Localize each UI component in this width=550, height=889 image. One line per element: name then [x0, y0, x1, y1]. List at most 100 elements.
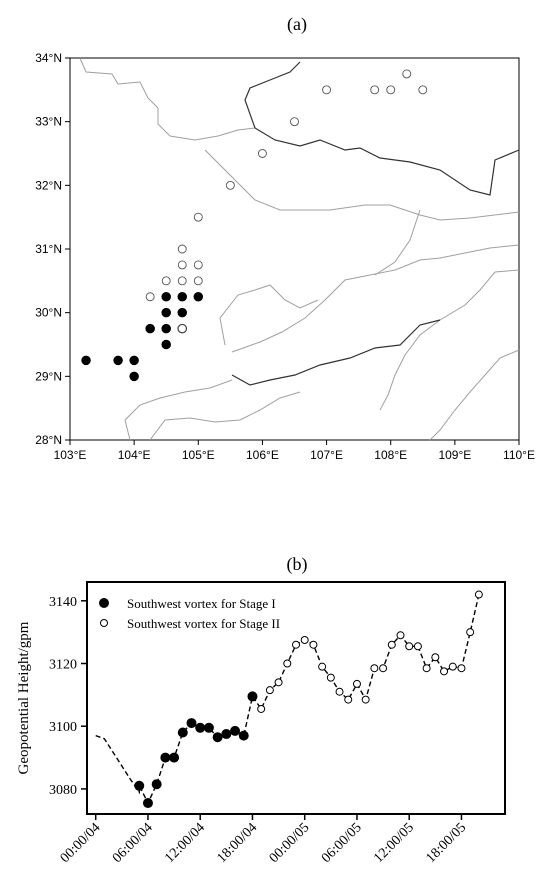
data-point-stage1 [186, 718, 197, 729]
map-x-tick-label: 107°E [310, 448, 343, 462]
map-frame [69, 57, 520, 441]
map-x-tick-label: 108°E [374, 448, 407, 462]
map-boundaries [79, 57, 520, 441]
data-point-stage2 [448, 662, 457, 671]
data-point-stage1 [177, 727, 188, 738]
data-point-stage2 [300, 636, 309, 644]
legend-stage1: Southwest vortex for Stage I [127, 596, 276, 611]
data-point-stage2 [457, 664, 466, 673]
data-point-stage1 [230, 725, 241, 736]
y-axis-label: Geopotential Height/gpm [16, 621, 32, 774]
map-point-open [386, 85, 396, 95]
legend-marker-filled [99, 598, 109, 608]
line-x-tick-label: 06:00/04 [110, 820, 156, 866]
map-point-filled [129, 371, 139, 382]
map-point-open [193, 276, 203, 286]
line-y-tick-label: 3120 [49, 658, 77, 673]
boundary-line [231, 319, 441, 386]
data-point-stage1 [247, 691, 258, 702]
line-x-tick-label: 18:00/05 [423, 820, 469, 866]
map-point-filled [177, 307, 187, 318]
line-x-axis: 00:00/04 06:00/04 12:00/04 18:00/04 00:00/05… [58, 814, 469, 866]
map-point-filled [193, 292, 204, 302]
map-point-open [193, 260, 203, 270]
line-x-tick-label: 18:00/04 [214, 820, 260, 866]
map-y-axis: 28°N 29°N 30°N 31°N 32°N 33°N 34°N [35, 51, 70, 447]
line-frame [86, 581, 506, 815]
map-x-tick-label: 104°E [118, 448, 151, 462]
map-point-filled [145, 323, 155, 334]
data-point-stage2 [265, 686, 274, 695]
data-point-stage2 [326, 673, 335, 682]
data-point-stage2 [440, 667, 449, 676]
data-point-stage1 [221, 729, 232, 740]
legend-marker-open [100, 619, 108, 627]
data-point-stage2 [379, 664, 388, 673]
map-x-axis: 103°E 104°E 105°E 106°E 107°E 108°E 109°E 110°E [54, 440, 535, 462]
line-x-tick-label: 12:00/04 [162, 820, 208, 866]
map-x-tick-label: 106°E [246, 448, 279, 462]
line-series [95, 590, 483, 809]
data-point-stage2 [283, 659, 292, 668]
map-point-filled [161, 292, 171, 302]
data-point-stage1 [142, 798, 153, 809]
map-x-tick-label: 109°E [438, 448, 471, 462]
panel-b-label: (b) [287, 554, 308, 575]
map-panel: 103°E 104°E 105°E 106°E 107°E 108°E 109°E 110°E… [35, 51, 535, 462]
map-x-tick-label: 105°E [182, 448, 215, 462]
map-y-tick-label: 30°N [35, 306, 62, 320]
map-x-tick-label: 110°E [503, 448, 535, 462]
line-x-tick-label: 12:00/05 [371, 820, 417, 866]
map-point-open [177, 244, 187, 254]
map-point-filled [177, 292, 187, 302]
data-point-stage1 [151, 779, 162, 790]
data-point-stage2 [318, 662, 327, 671]
data-point-stage1 [169, 752, 180, 763]
boundary-line [204, 149, 520, 221]
boundary-line [429, 349, 520, 441]
line-panel: Geopotential Height/gpm 3080 3100 3120 3140… [16, 581, 506, 866]
line-y-axis: 3080 3100 3120 3140 [49, 595, 87, 798]
data-point-stage2 [335, 687, 344, 696]
map-point-filled [161, 307, 171, 318]
line-y-tick-label: 3100 [49, 720, 77, 735]
map-points [81, 69, 428, 382]
map-point-open [225, 180, 235, 190]
map-point-filled [81, 355, 91, 366]
map-point-open [322, 85, 332, 95]
line-y-tick-label: 3140 [49, 595, 77, 610]
data-point-stage2 [396, 631, 405, 640]
data-point-stage1 [160, 752, 171, 763]
data-point-stage1 [134, 780, 145, 791]
panel-a-label: (a) [287, 14, 307, 35]
map-point-filled [161, 339, 171, 350]
map-point-filled [129, 355, 139, 366]
data-point-stage1 [195, 722, 206, 733]
line-y-tick-label: 3080 [49, 783, 77, 798]
map-y-tick-label: 28°N [35, 433, 62, 447]
line-x-tick-label: 00:00/05 [267, 820, 313, 866]
line-x-tick-label: 00:00/04 [58, 820, 104, 866]
map-point-open [177, 324, 187, 334]
data-point-stage2 [352, 679, 361, 688]
data-point-stage2 [387, 640, 396, 649]
map-point-open [177, 260, 187, 270]
map-y-tick-label: 32°N [35, 178, 62, 192]
data-point-stage2 [370, 664, 379, 673]
map-point-open [290, 117, 299, 127]
map-point-open [161, 276, 171, 286]
data-point-stage2 [292, 640, 300, 649]
boundary-line [219, 284, 319, 346]
boundary-line [379, 269, 520, 411]
map-y-tick-label: 34°N [35, 51, 62, 65]
boundary-line [231, 244, 520, 353]
boundary-line [374, 209, 421, 276]
data-point-stage2 [466, 628, 475, 637]
data-point-stage2 [361, 695, 370, 704]
map-x-tick-label: 103°E [54, 448, 87, 462]
data-point-stage1 [203, 722, 214, 733]
map-y-tick-label: 29°N [35, 369, 62, 383]
boundary-line [244, 61, 520, 196]
map-point-filled [113, 355, 123, 366]
